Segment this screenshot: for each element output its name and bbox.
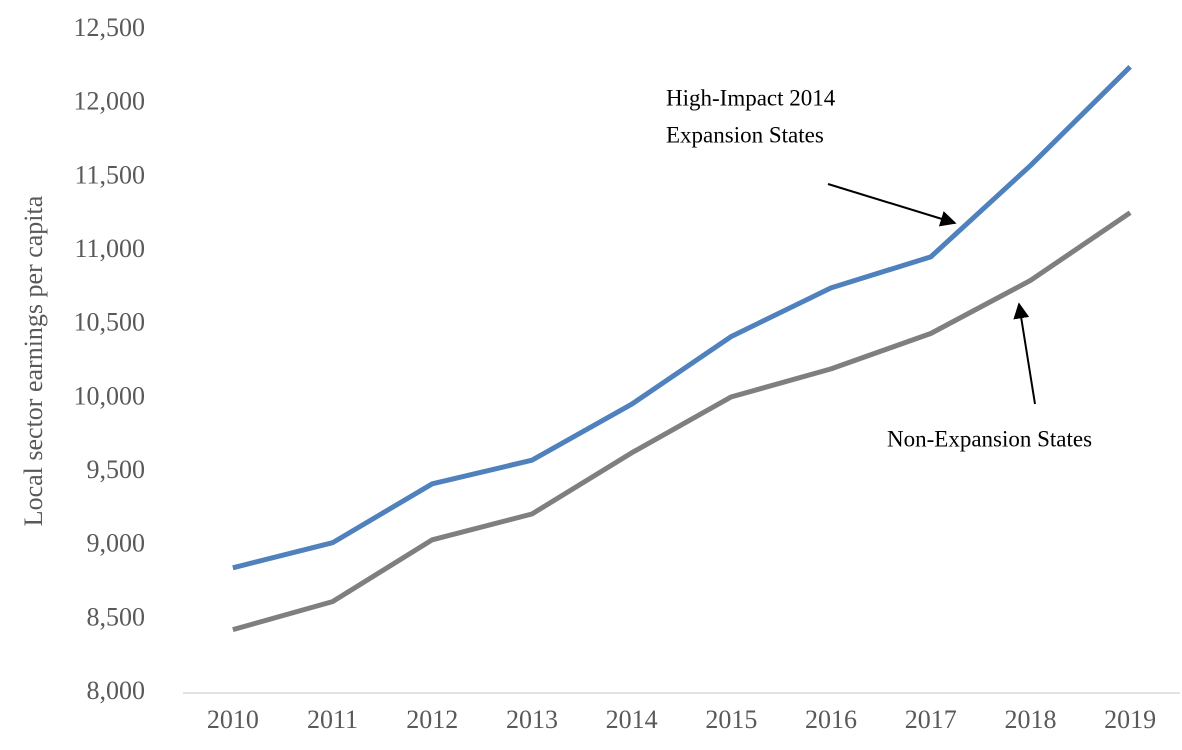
x-tick-label: 2019 bbox=[1104, 705, 1156, 734]
annotation: Expansion States bbox=[666, 122, 824, 147]
line-series bbox=[232, 65, 1132, 571]
y-tick-label: 11,500 bbox=[74, 160, 145, 189]
x-tick-label: 2011 bbox=[307, 705, 358, 734]
annotation-arrow bbox=[1013, 302, 1036, 405]
x-tick-label: 2015 bbox=[705, 705, 757, 734]
annotation: Non-Expansion States bbox=[887, 426, 1092, 451]
x-tick-label: 2013 bbox=[506, 705, 558, 734]
y-tick-label: 10,000 bbox=[74, 381, 146, 410]
x-tick-label: 2016 bbox=[805, 705, 857, 734]
y-tick-label: 11,000 bbox=[74, 234, 145, 263]
x-tick-label: 2018 bbox=[1004, 705, 1056, 734]
y-tick-label: 8,500 bbox=[87, 602, 146, 631]
annotation: High-Impact 2014 bbox=[666, 85, 836, 110]
y-axis-label: Local sector earnings per capita bbox=[19, 195, 48, 526]
x-tick-label: 2017 bbox=[905, 705, 957, 734]
y-tick-label: 8,000 bbox=[87, 676, 146, 705]
annotation-arrow bbox=[827, 183, 957, 227]
x-tick-label: 2014 bbox=[606, 705, 658, 734]
y-tick-label: 10,500 bbox=[74, 308, 146, 337]
y-tick-label: 12,000 bbox=[74, 87, 146, 116]
line-series bbox=[232, 210, 1132, 633]
y-tick-label: 12,500 bbox=[74, 13, 146, 42]
x-tick-label: 2012 bbox=[406, 705, 458, 734]
y-tick-label: 9,500 bbox=[87, 455, 146, 484]
x-tick-label: 2010 bbox=[207, 705, 259, 734]
y-tick-label: 9,000 bbox=[87, 529, 146, 558]
